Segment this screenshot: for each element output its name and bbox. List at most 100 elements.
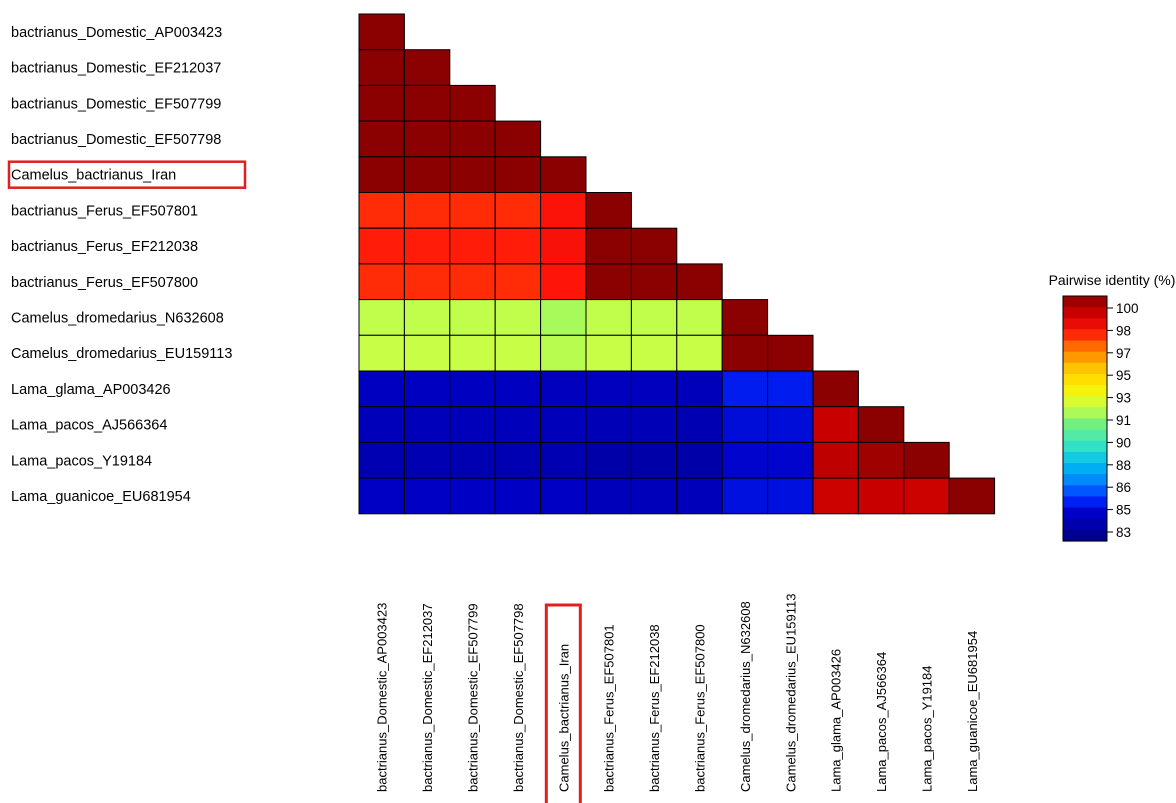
heatmap-cell — [585, 477, 632, 515]
heatmap-cell — [767, 334, 814, 372]
legend-swatch — [1063, 496, 1107, 509]
heatmap-cell — [630, 406, 678, 443]
legend-swatch — [1063, 296, 1107, 308]
row-label: bactrianus_Domestic_AP003423 — [11, 25, 222, 41]
heatmap-cell — [630, 227, 678, 265]
column-label: bactrianus_Domestic_AP003423 — [375, 603, 390, 792]
heatmap-cell — [449, 334, 496, 372]
legend-tick-label: 91 — [1116, 413, 1131, 428]
column-labels: bactrianus_Domestic_AP003423 bactrianus_D… — [375, 594, 980, 803]
legend-tick-label: 95 — [1116, 368, 1131, 383]
heatmap-cell — [358, 156, 405, 194]
heatmap-cell — [358, 120, 405, 158]
heatmap-cell — [403, 263, 451, 301]
heatmap-cell — [676, 441, 723, 479]
legend-color-bar — [1062, 295, 1108, 542]
legend-tick-label: 86 — [1116, 480, 1131, 495]
legend-border — [1062, 295, 1108, 542]
legend-swatch — [1063, 529, 1107, 542]
heatmap-cell — [630, 441, 678, 479]
legend-swatch — [1063, 451, 1107, 464]
heatmap-cell — [494, 156, 542, 194]
heatmap-cell — [403, 120, 451, 158]
legend-tick-label: 85 — [1116, 503, 1131, 518]
heatmap-cell — [358, 192, 405, 229]
heatmap-cell — [585, 370, 632, 408]
heatmap-cell — [540, 441, 587, 479]
heatmap-cell — [903, 441, 950, 479]
row-label: bactrianus_Ferus_EF507801 — [11, 203, 198, 219]
heatmap-cell — [857, 477, 905, 515]
heatmap-cell — [540, 370, 587, 408]
heatmap-cell — [358, 334, 405, 372]
heatmap-cell — [494, 299, 542, 336]
heatmap-cell — [358, 370, 405, 408]
heatmap-cell — [494, 263, 542, 301]
heatmap-cell — [358, 84, 405, 122]
legend-ticks: 100 98 97 95 93 91 90 88 86 85 83 — [1107, 301, 1139, 540]
heatmap-cell — [358, 13, 405, 51]
heatmap-cell — [585, 192, 632, 229]
legend-title: Pairwise identity (%) — [1049, 272, 1176, 288]
heatmap-cell — [676, 406, 723, 443]
legend-swatch — [1063, 485, 1107, 498]
heatmap-cell — [449, 263, 496, 301]
row-label: Camelus_dromedarius_N632608 — [11, 311, 224, 327]
heatmap-cell — [721, 334, 769, 372]
row-label: Lama_pacos_AJ566364 — [11, 418, 167, 434]
heatmap-cell — [494, 477, 542, 515]
heatmap-cell — [767, 441, 814, 479]
row-label: bactrianus_Domestic_EF507798 — [11, 132, 221, 148]
column-label: Camelus_bactrianus_Iran — [556, 644, 571, 792]
heatmap-cell — [449, 156, 496, 194]
row-label: Lama_guanicoe_EU681954 — [11, 489, 191, 505]
heatmap-cell — [403, 334, 451, 372]
heatmap-cell — [403, 441, 451, 479]
heatmap-cell — [857, 441, 905, 479]
heatmap-cell — [403, 156, 451, 194]
heatmap-cell — [358, 227, 405, 265]
legend-swatch — [1063, 429, 1107, 442]
legend-swatch — [1063, 474, 1107, 486]
heatmap-cell — [630, 263, 678, 301]
heatmap-cell — [358, 299, 405, 336]
heatmap-cell — [358, 477, 405, 515]
heatmap-cells — [358, 13, 996, 515]
legend-swatch — [1063, 418, 1107, 431]
heatmap-cell — [721, 441, 769, 479]
heatmap-cell — [767, 370, 814, 408]
heatmap-cell — [676, 370, 723, 408]
heatmap-cell — [585, 227, 632, 265]
heatmap-cell — [540, 192, 587, 229]
heatmap-cell — [449, 299, 496, 336]
column-label: Camelus_dromedarius_EU159113 — [783, 594, 798, 793]
heatmap-cell — [676, 263, 723, 301]
legend-tick-label: 100 — [1116, 301, 1139, 316]
heatmap-cell — [494, 227, 542, 265]
heatmap-cell — [403, 370, 451, 408]
heatmap-cell — [403, 49, 451, 86]
heatmap-cell — [630, 334, 678, 372]
row-label: Lama_pacos_Y19184 — [11, 453, 152, 469]
row-label: Camelus_dromedarius_EU159113 — [11, 346, 232, 362]
legend-tick-label: 83 — [1116, 525, 1131, 540]
heatmap-cell — [449, 441, 496, 479]
heatmap-cell — [676, 334, 723, 372]
row-labels: bactrianus_Domestic_AP003423 bactrianus_D… — [7, 25, 247, 505]
heatmap-cell — [449, 406, 496, 443]
column-label: Lama_pacos_AJ566364 — [874, 652, 889, 792]
legend-tick-label: 97 — [1116, 346, 1131, 361]
legend-swatch — [1063, 440, 1107, 453]
heatmap-cell — [540, 406, 587, 443]
legend-tick-label: 93 — [1116, 391, 1131, 406]
heatmap-cell — [540, 477, 587, 515]
column-label: bactrianus_Ferus_EF507800 — [693, 624, 708, 792]
column-label: bactrianus_Ferus_EF507801 — [602, 624, 617, 792]
heatmap-cell — [358, 441, 405, 479]
legend-swatch — [1063, 340, 1107, 353]
heatmap-cell — [585, 334, 632, 372]
heatmap-cell — [948, 477, 996, 515]
column-label: Lama_guanicoe_EU681954 — [965, 631, 980, 792]
heatmap-cell — [494, 406, 542, 443]
legend-swatch — [1063, 385, 1107, 397]
